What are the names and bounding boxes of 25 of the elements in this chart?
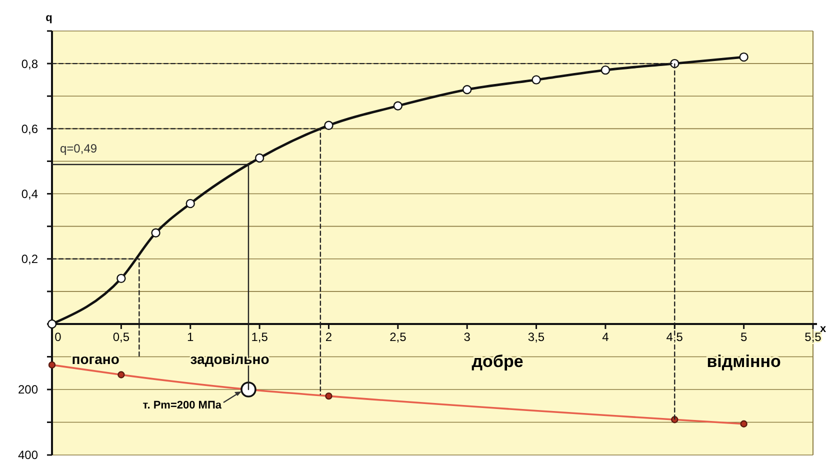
y-tick-label: 0,6 — [21, 122, 38, 136]
annotation: добре — [472, 352, 524, 371]
x-tick-label: 4 — [602, 330, 610, 344]
x-tick-label: 0,5 — [112, 330, 130, 344]
y-tick-label: 0,2 — [21, 252, 38, 266]
x-tick-label: 5 — [740, 330, 748, 344]
x-tick-label: 3 — [464, 330, 471, 344]
x-tick-label: 1 — [187, 330, 194, 344]
x-tick-label: 2,5 — [390, 330, 407, 344]
x-tick-label: 3,5 — [528, 330, 545, 344]
annotation: т. Pm=200 МПа — [142, 400, 222, 412]
y-tick-label: 0,8 — [21, 56, 38, 71]
x-axis-title: x — [820, 323, 827, 335]
y-tick-label: 0,4 — [21, 186, 38, 201]
annotation: відмінно — [706, 352, 781, 371]
x-tick-label: 4,5 — [666, 330, 684, 344]
x-tick-label: 2 — [325, 330, 332, 344]
y-tick-label: 400 — [18, 448, 38, 461]
annotation: погано — [72, 351, 120, 367]
annotation: q=0,49 — [60, 141, 98, 156]
y-axis-title: q — [46, 12, 52, 24]
y-tick-label: 200 — [18, 382, 38, 397]
x-tick-label: 0 — [54, 330, 62, 344]
x-tick-label: 5,5 — [804, 330, 822, 344]
x-tick-label: 1,5 — [251, 330, 268, 344]
